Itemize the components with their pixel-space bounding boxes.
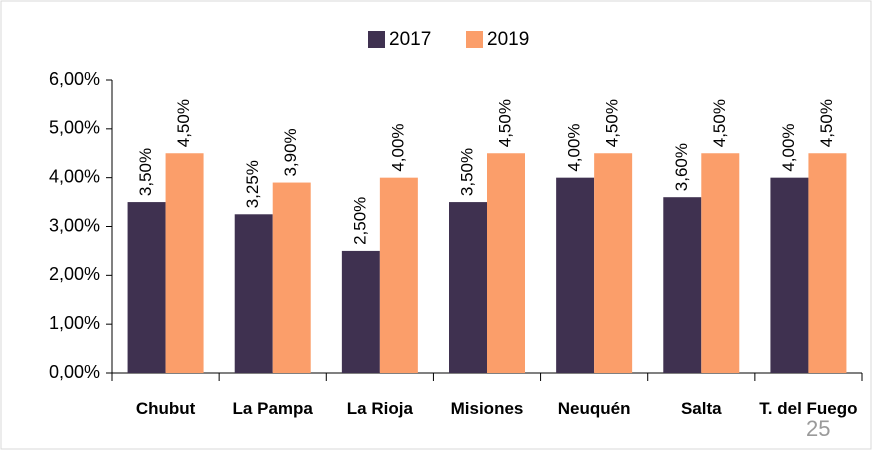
legend-label: 2017 — [389, 29, 431, 50]
x-tick-label: La Rioja — [346, 399, 413, 418]
x-tick-label: Chubut — [135, 399, 196, 418]
y-tick-label: 1,00% — [49, 313, 100, 333]
page-number: 25 — [806, 416, 831, 441]
y-tick-label: 2,00% — [49, 264, 100, 284]
bar — [449, 202, 487, 373]
data-label: 4,50% — [174, 99, 193, 147]
x-tick-label: La Pampa — [232, 399, 313, 418]
legend-label: 2019 — [487, 29, 529, 50]
y-tick-label: 4,00% — [49, 166, 100, 186]
bar — [556, 177, 595, 373]
data-label: 3,60% — [672, 143, 691, 191]
x-tick-label: Misiones — [450, 399, 524, 418]
legend-swatch — [368, 31, 385, 48]
y-tick-label: 3,00% — [49, 215, 100, 235]
bar — [127, 202, 166, 373]
y-tick-label: 6,00% — [49, 69, 100, 89]
bar — [165, 153, 204, 373]
bar — [808, 153, 847, 373]
data-label: 4,50% — [603, 99, 622, 147]
data-label: 2,50% — [350, 197, 369, 245]
data-label: 4,50% — [495, 99, 514, 147]
y-tick-label: 5,00% — [49, 118, 100, 138]
bar — [594, 153, 633, 373]
bar — [701, 153, 740, 373]
data-label: 3,90% — [281, 128, 300, 176]
y-tick-label: 0,00% — [49, 362, 100, 382]
bar — [487, 153, 525, 373]
bar — [663, 197, 702, 373]
data-label: 4,50% — [710, 99, 729, 147]
bar — [379, 177, 418, 373]
data-label: 3,50% — [136, 148, 155, 196]
legend-swatch — [466, 31, 483, 48]
x-tick-label: T. del Fuego — [759, 399, 858, 418]
bar — [272, 182, 311, 373]
bar — [341, 250, 380, 373]
x-tick-label: Salta — [680, 399, 722, 418]
data-label: 4,50% — [817, 99, 836, 147]
data-label: 4,00% — [779, 123, 798, 171]
bar — [770, 177, 809, 373]
data-label: 3,25% — [243, 160, 262, 208]
data-label: 4,00% — [565, 123, 584, 171]
data-label: 3,50% — [457, 148, 476, 196]
bar — [234, 214, 273, 373]
x-tick-label: Neuquén — [557, 399, 631, 418]
data-label: 4,00% — [388, 123, 407, 171]
